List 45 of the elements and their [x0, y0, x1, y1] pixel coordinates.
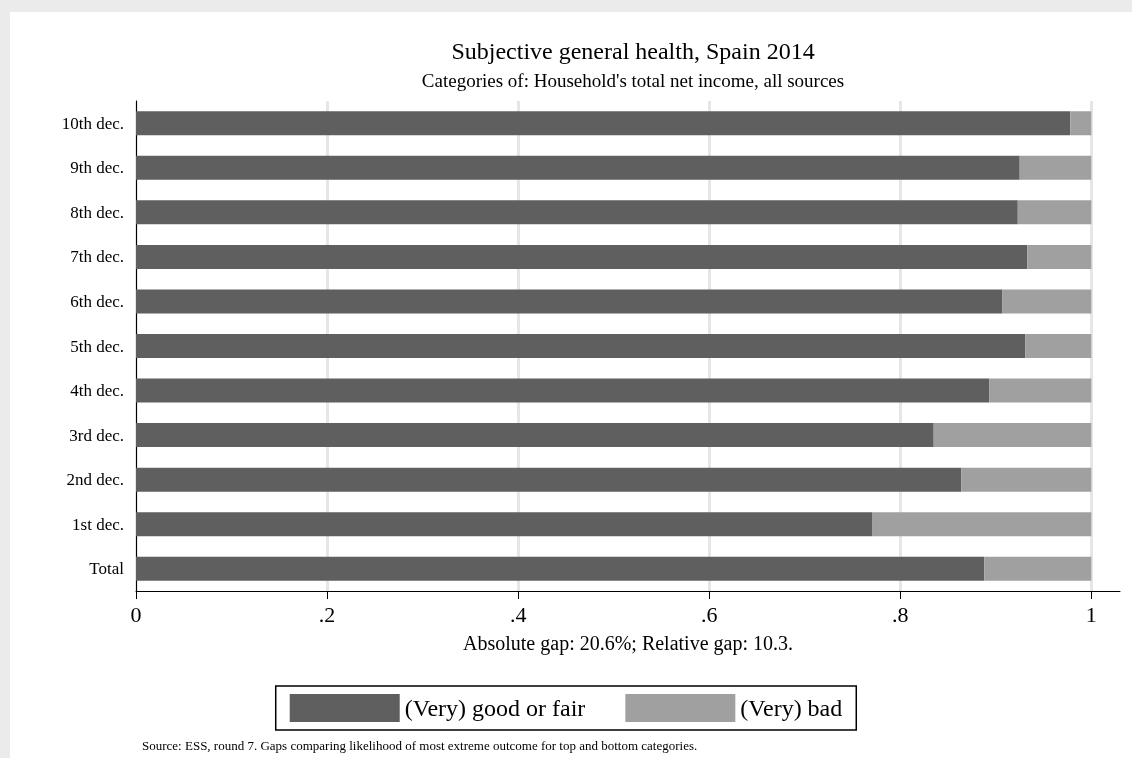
bar [961, 467, 1092, 492]
y-tick-label: 4th dec. [70, 381, 124, 401]
bar [1027, 244, 1092, 269]
bar [1070, 111, 1092, 136]
bar [984, 556, 1092, 581]
bar [989, 378, 1092, 403]
legend-label: (Very) good or fair [404, 695, 586, 721]
y-tick-label: 8th dec. [70, 202, 124, 222]
x-tick-label: .2 [318, 601, 336, 627]
bar [1025, 334, 1092, 358]
bar [136, 467, 962, 492]
y-tick-label: 9th dec. [70, 158, 124, 178]
bar [136, 289, 1003, 314]
bar [1019, 155, 1092, 180]
chart-title: Subjective general health, Spain 2014 [451, 38, 815, 64]
x-tick-label: .6 [700, 601, 718, 627]
bar [1002, 289, 1092, 314]
bar [136, 378, 990, 403]
source-note: Source: ESS, round 7. Gaps comparing likelihood of most extreme outcome for top and bottom categories. [142, 738, 698, 753]
y-tick-label: 6th dec. [70, 291, 124, 311]
x-tick-label: 1 [1085, 601, 1097, 627]
y-tick-label: 1st dec. [72, 514, 124, 534]
chart-subtitle: Categories of: Household's total net income, all sources [421, 70, 845, 91]
y-tick-label: 5th dec. [70, 336, 124, 356]
bar [136, 200, 1018, 225]
bar [136, 244, 1028, 269]
x-tick-label: .8 [892, 601, 909, 627]
bar [872, 512, 1092, 537]
bar [136, 334, 1026, 358]
bar [933, 423, 1092, 448]
x-axis-title: Absolute gap: 20.6%; Relative gap: 10.3. [463, 632, 793, 655]
bar [136, 111, 1071, 136]
x-tick-label: 0 [130, 601, 142, 627]
y-tick-label: 10th dec. [61, 113, 124, 133]
y-tick-label: 3rd dec. [69, 425, 124, 445]
y-tick-label: 2nd dec. [66, 470, 124, 490]
y-tick-label: 7th dec. [70, 247, 124, 267]
bar [136, 423, 934, 448]
legend-label: (Very) bad [740, 695, 843, 721]
bar [1017, 200, 1092, 225]
x-tick-label: .4 [509, 601, 527, 627]
bar [136, 556, 985, 581]
bar [136, 155, 1020, 180]
y-tick-label: Total [89, 559, 125, 579]
bar [136, 512, 873, 537]
